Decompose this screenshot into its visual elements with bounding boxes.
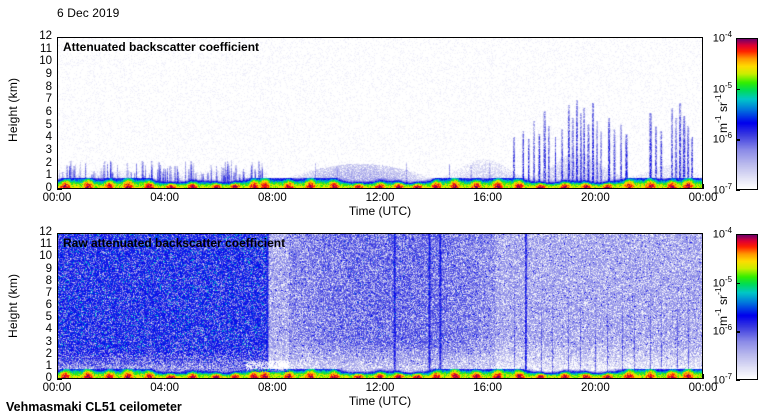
panel1-colorbar[interactable]: [736, 38, 758, 190]
panel-attenuated: Height (km) 0 1 2 3 4 5 6 7 8 9 10 11 12 00:00 04:00 0…: [0, 0, 758, 218]
panel2-y-axis-label: Height (km): [6, 273, 20, 339]
colorbar-tick-mark: [736, 139, 740, 141]
x-tick-label: 00:00: [688, 382, 718, 394]
colorbar-tick-mark: [736, 331, 740, 333]
y-tick-mark: [57, 189, 62, 191]
x-tick-label: 00:00: [42, 382, 72, 394]
x-tick-label: 04:00: [150, 382, 180, 394]
x-tick-label: 20:00: [580, 382, 610, 394]
x-tick-label: 16:00: [473, 192, 503, 204]
y-tick-label: 9: [45, 262, 52, 275]
colorbar-tick-label: 10-7: [712, 372, 732, 387]
panel2-colorbar[interactable]: [736, 234, 758, 380]
panel1-x-axis-label: Time (UTC): [348, 204, 412, 218]
panel2-plot-area[interactable]: [57, 233, 703, 379]
panel2-x-axis-label: Time (UTC): [348, 394, 412, 408]
panel2-colorbar-gradient: [737, 235, 757, 379]
y-tick-label: 1: [45, 359, 52, 372]
y-tick-label: 0: [45, 182, 52, 194]
colorbar-tick-label: 10-6: [712, 131, 732, 146]
x-tick-label: 08:00: [257, 382, 287, 394]
panel1-colorbar-label: m-1 sr-1: [713, 94, 730, 134]
y-tick-label: 2: [45, 156, 52, 169]
y-tick-label: 4: [45, 323, 52, 336]
y-tick-label: 9: [45, 68, 52, 80]
x-tick-label: 00:00: [42, 192, 72, 204]
date-title: 6 Dec 2019: [57, 6, 120, 20]
panel1-plot-area[interactable]: [57, 37, 703, 189]
y-tick-label: 1: [45, 169, 52, 182]
y-tick-label: 5: [45, 311, 52, 324]
y-tick-label: 11: [40, 42, 52, 55]
panel1-y-axis-label: Height (km): [6, 77, 20, 143]
colorbar-tick-label: 10-5: [712, 274, 732, 290]
x-tick-label: 16:00: [473, 382, 503, 394]
x-tick-mark: [703, 374, 705, 379]
colorbar-tick-label: 10-7: [712, 182, 732, 197]
x-tick-label: 12:00: [365, 192, 395, 204]
y-tick-label: 7: [45, 286, 52, 299]
y-tick-label: 3: [45, 335, 52, 348]
panel2-title: Raw attenuated backscatter coefficient: [63, 236, 286, 250]
y-tick-label: 8: [45, 274, 52, 287]
colorbar-tick-label: 10-6: [712, 323, 732, 338]
colorbar-tick-mark: [736, 380, 740, 382]
y-tick-label: 0: [45, 372, 52, 384]
colorbar-tick-label: 10-5: [712, 80, 732, 96]
panel-raw: Height (km) 0 1 2 3 4 5 6 7 8 9 10 11 12 00:00 04:00 0…: [0, 196, 758, 408]
y-tick-label: 10: [39, 250, 52, 263]
colorbar-tick-mark: [736, 234, 740, 236]
footer-instrument-label: Vehmasmaki CL51 ceilometer: [6, 400, 182, 414]
y-tick-label: 7: [45, 93, 52, 106]
y-tick-label: 11: [40, 238, 52, 251]
x-tick-mark: [703, 184, 705, 189]
y-tick-mark: [57, 379, 62, 381]
panel1-heatmap-canvas[interactable]: [58, 38, 702, 188]
colorbar-tick-mark: [736, 190, 740, 192]
x-tick-label: 12:00: [365, 382, 395, 394]
y-tick-label: 5: [45, 118, 52, 131]
panel1-colorbar-gradient: [737, 39, 757, 189]
x-tick-label: 00:00: [688, 192, 718, 204]
colorbar-tick-mark: [736, 88, 740, 90]
y-tick-label: 8: [45, 80, 52, 93]
x-tick-label: 20:00: [580, 192, 610, 204]
panel2-colorbar-label: m-1 sr-1: [713, 287, 730, 327]
y-tick-label: 2: [45, 347, 52, 360]
panel1-title: Attenuated backscatter coefficient: [63, 40, 260, 54]
x-tick-label: 08:00: [257, 192, 287, 204]
colorbar-tick-label: 10-4: [712, 226, 732, 241]
colorbar-tick-mark: [736, 38, 740, 40]
y-tick-label: 4: [45, 131, 52, 144]
y-tick-label: 12: [39, 226, 52, 238]
colorbar-tick-mark: [736, 282, 740, 284]
panel2-heatmap-canvas[interactable]: [58, 234, 702, 378]
y-tick-label: 3: [45, 144, 52, 156]
y-tick-label: 6: [45, 106, 52, 118]
y-tick-label: 6: [45, 299, 52, 311]
x-tick-label: 04:00: [150, 192, 180, 204]
y-tick-label: 10: [39, 55, 52, 68]
y-tick-label: 12: [39, 30, 52, 42]
colorbar-tick-label: 10-4: [712, 30, 732, 45]
